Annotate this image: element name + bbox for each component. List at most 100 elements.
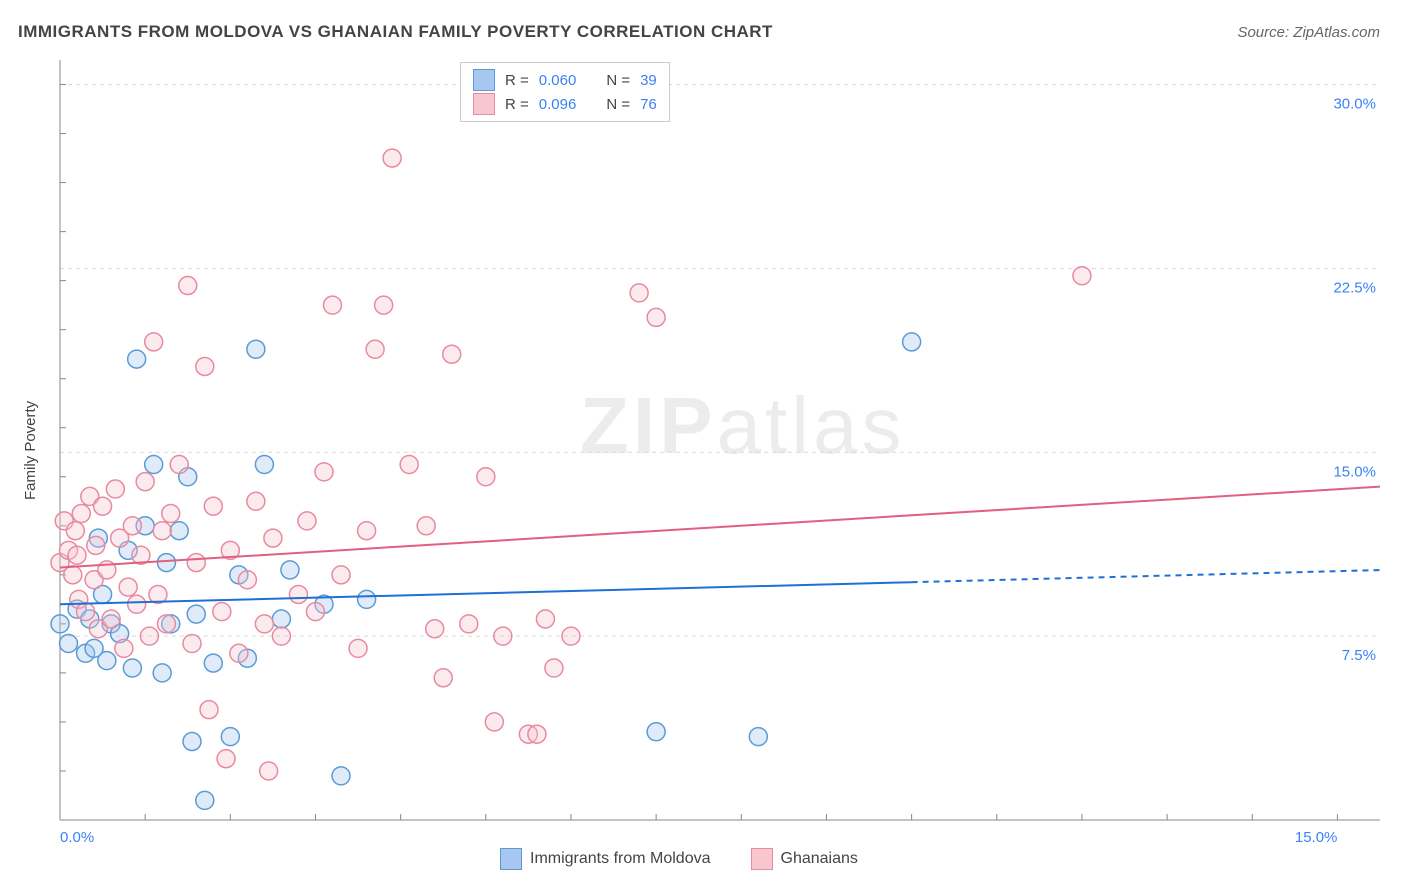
data-point bbox=[213, 603, 231, 621]
data-point bbox=[157, 615, 175, 633]
y-tick-label: 22.5% bbox=[1333, 279, 1376, 296]
data-point bbox=[123, 659, 141, 677]
data-point bbox=[145, 333, 163, 351]
legend-series-item: Immigrants from Moldova bbox=[500, 848, 711, 870]
n-label: N = bbox=[606, 96, 630, 113]
data-point bbox=[153, 664, 171, 682]
data-point bbox=[72, 505, 90, 523]
data-point bbox=[106, 480, 124, 498]
data-point bbox=[536, 610, 554, 628]
data-point bbox=[460, 615, 478, 633]
data-point bbox=[179, 277, 197, 295]
data-point bbox=[315, 463, 333, 481]
data-point bbox=[77, 603, 95, 621]
data-point bbox=[196, 791, 214, 809]
data-point bbox=[494, 627, 512, 645]
data-point bbox=[87, 536, 105, 554]
data-point bbox=[485, 713, 503, 731]
data-point bbox=[562, 627, 580, 645]
data-point bbox=[221, 728, 239, 746]
data-point bbox=[196, 357, 214, 375]
data-point bbox=[383, 149, 401, 167]
data-point bbox=[358, 590, 376, 608]
data-point bbox=[119, 578, 137, 596]
data-point bbox=[477, 468, 495, 486]
data-point bbox=[298, 512, 316, 530]
data-point bbox=[183, 733, 201, 751]
n-label: N = bbox=[606, 72, 630, 89]
legend-series-item: Ghanaians bbox=[751, 848, 858, 870]
data-point bbox=[51, 615, 69, 633]
y-tick-label: 30.0% bbox=[1333, 96, 1376, 113]
data-point bbox=[545, 659, 563, 677]
data-point bbox=[187, 554, 205, 572]
data-point bbox=[349, 639, 367, 657]
r-value: 0.096 bbox=[539, 96, 577, 113]
data-point bbox=[647, 723, 665, 741]
data-point bbox=[102, 610, 120, 628]
data-point bbox=[157, 554, 175, 572]
y-tick-label: 7.5% bbox=[1342, 647, 1376, 664]
data-point bbox=[60, 634, 78, 652]
data-point bbox=[528, 725, 546, 743]
data-point bbox=[332, 767, 350, 785]
scatter-chart: 7.5%15.0%22.5%30.0%0.0%15.0% bbox=[0, 0, 1406, 892]
data-point bbox=[366, 340, 384, 358]
r-value: 0.060 bbox=[539, 72, 577, 89]
data-point bbox=[630, 284, 648, 302]
data-point bbox=[247, 340, 265, 358]
data-point bbox=[443, 345, 461, 363]
data-point bbox=[434, 669, 452, 687]
legend-stats-row: R = 0.060 N = 39 bbox=[473, 69, 657, 91]
data-point bbox=[204, 497, 222, 515]
data-point bbox=[200, 701, 218, 719]
data-point bbox=[140, 627, 158, 645]
data-point bbox=[289, 585, 307, 603]
data-point bbox=[238, 571, 256, 589]
data-point bbox=[94, 497, 112, 515]
n-value: 39 bbox=[640, 72, 657, 89]
data-point bbox=[247, 492, 265, 510]
legend-swatch bbox=[500, 848, 522, 870]
data-point bbox=[903, 333, 921, 351]
data-point bbox=[749, 728, 767, 746]
legend-stats: R = 0.060 N = 39R = 0.096 N = 76 bbox=[460, 62, 670, 122]
data-point bbox=[204, 654, 222, 672]
data-point bbox=[272, 627, 290, 645]
data-point bbox=[426, 620, 444, 638]
data-point bbox=[417, 517, 435, 535]
data-point bbox=[170, 456, 188, 474]
legend-series: Immigrants from Moldova Ghanaians bbox=[500, 848, 858, 870]
legend-series-label: Ghanaians bbox=[781, 850, 858, 868]
data-point bbox=[145, 456, 163, 474]
data-point bbox=[255, 456, 273, 474]
legend-stats-row: R =0.096N =76 bbox=[473, 93, 657, 115]
data-point bbox=[332, 566, 350, 584]
data-point bbox=[68, 546, 86, 564]
data-point bbox=[306, 603, 324, 621]
data-point bbox=[358, 522, 376, 540]
legend-series-label: Immigrants from Moldova bbox=[530, 850, 711, 868]
data-point bbox=[153, 522, 171, 540]
legend-swatch bbox=[473, 93, 495, 115]
data-point bbox=[400, 456, 418, 474]
data-point bbox=[272, 610, 290, 628]
data-point bbox=[128, 350, 146, 368]
legend-swatch bbox=[751, 848, 773, 870]
data-point bbox=[375, 296, 393, 314]
data-point bbox=[324, 296, 342, 314]
legend-swatch bbox=[473, 69, 495, 91]
data-point bbox=[128, 595, 146, 613]
r-label: R = bbox=[505, 72, 529, 89]
data-point bbox=[1073, 267, 1091, 285]
x-tick-label: 0.0% bbox=[60, 829, 94, 846]
data-point bbox=[281, 561, 299, 579]
data-point bbox=[123, 517, 141, 535]
data-point bbox=[264, 529, 282, 547]
data-point bbox=[255, 615, 273, 633]
data-point bbox=[230, 644, 248, 662]
n-value: 76 bbox=[640, 96, 657, 113]
y-tick-label: 15.0% bbox=[1333, 463, 1376, 480]
data-point bbox=[647, 308, 665, 326]
data-point bbox=[136, 473, 154, 491]
